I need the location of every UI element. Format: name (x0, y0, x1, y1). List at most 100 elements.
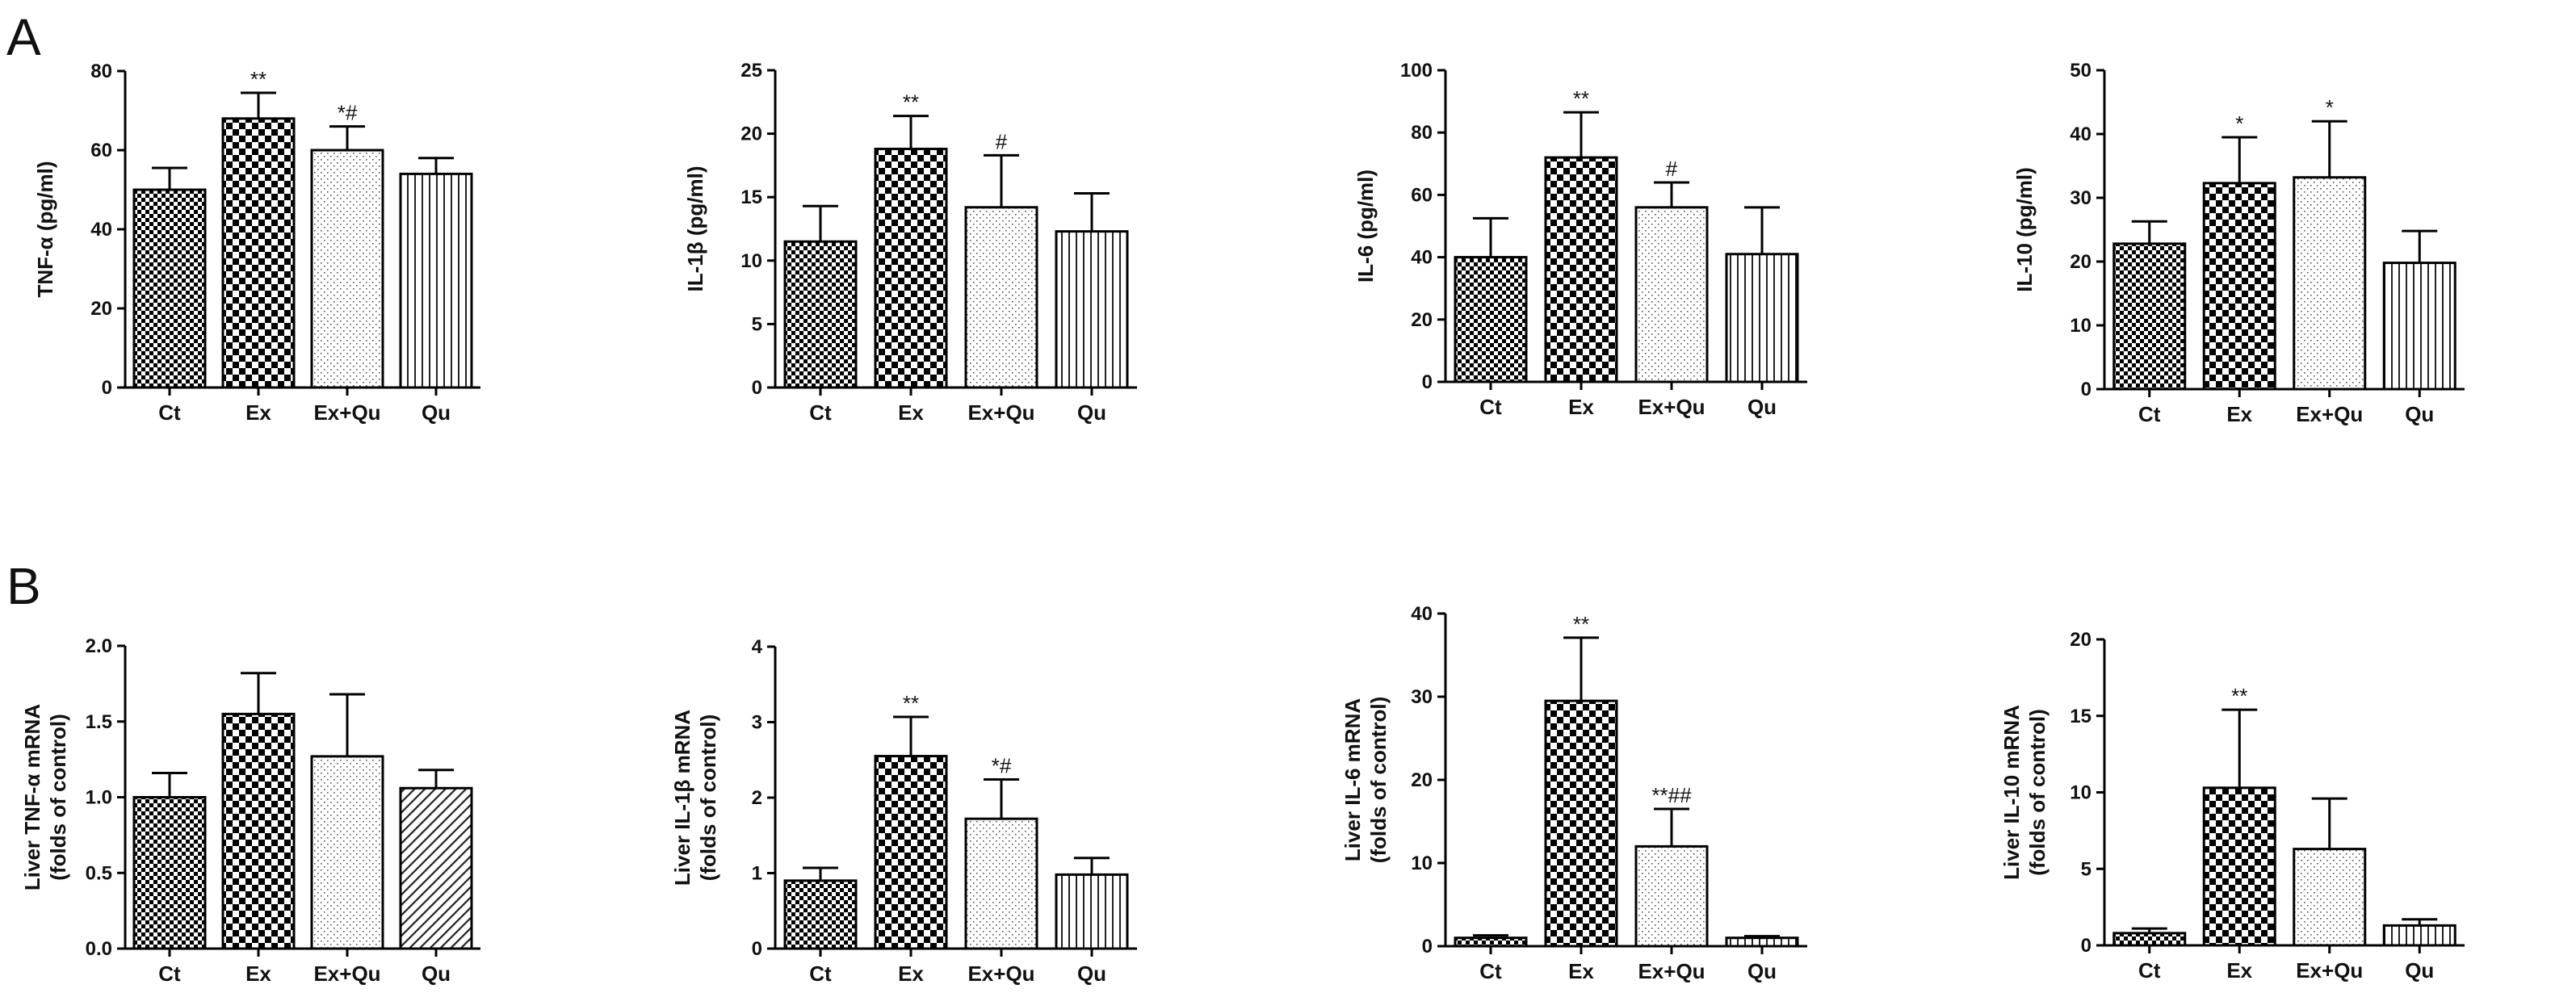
x-tick-label: Ex+Qu (1638, 395, 1705, 419)
y-tick-label: 0 (2081, 379, 2091, 400)
x-tick-label: Ex (898, 962, 924, 986)
y-axis-label: Liver IL-6 mRNA (1340, 698, 1365, 861)
bar-qu (1055, 873, 1129, 950)
x-tick-label: Qu (1077, 962, 1106, 986)
x-tick-label: Qu (422, 400, 451, 425)
bar-ex (2202, 786, 2276, 947)
x-tick-label: Ct (1479, 395, 1502, 419)
x-tick-label: Ex (245, 400, 271, 425)
bar-ex (2202, 182, 2276, 391)
x-tick-label: Ct (809, 962, 832, 986)
x-tick-label: Ex (2226, 958, 2252, 983)
bar-ex (1544, 156, 1618, 383)
y-tick-label: 10 (2070, 315, 2091, 337)
bar-ex (221, 712, 296, 950)
y-tick-label: 0.5 (86, 862, 112, 884)
x-tick-label: Ex+Qu (2296, 958, 2363, 983)
y-tick-label: 10 (1411, 853, 1433, 874)
y-tick-label: 2.0 (86, 635, 112, 657)
y-axis-label: TNF-α (pg/ml) (33, 161, 57, 297)
y-axis-label: IL-6 (pg/ml) (1353, 170, 1378, 283)
significance-label: * (2235, 111, 2243, 136)
y-axis-label: (folds of control) (696, 714, 720, 882)
x-tick-label: Ex+Qu (967, 400, 1034, 425)
y-axis-label: (folds of control) (1366, 697, 1391, 864)
x-tick-label: Qu (1077, 400, 1106, 425)
y-tick-label: 0.0 (86, 938, 112, 960)
chart-1: 0 20 40 60 80 TNF-α (pg/ml) Ct Ex ** Ex+Qu *# Qu (33, 61, 480, 425)
x-tick-label: Ex+Qu (313, 962, 380, 986)
y-tick-label: 15 (740, 186, 762, 208)
x-tick-label: Ex+Qu (2296, 402, 2363, 426)
significance-label: * (2326, 95, 2334, 119)
y-tick-label: 40 (1411, 603, 1433, 625)
y-axis-label: IL-10 (pg/ml) (2012, 167, 2037, 292)
y-tick-label: 0 (1422, 371, 1433, 393)
x-tick-label: Ex (1568, 395, 1594, 419)
x-tick-label: Ct (158, 400, 181, 425)
significance-label: *# (338, 101, 358, 125)
y-tick-label: 0 (2081, 935, 2091, 957)
y-tick-label: 30 (1411, 686, 1433, 708)
x-tick-label: Ex+Qu (967, 962, 1034, 986)
significance-label: ** (1573, 86, 1589, 111)
bar-ct (2112, 242, 2187, 391)
panel-label-a: A (6, 8, 41, 66)
y-tick-label: 3 (752, 712, 762, 734)
x-tick-label: Qu (422, 962, 451, 986)
y-tick-label: 50 (2070, 60, 2091, 82)
bar-ex-qu (964, 817, 1038, 950)
chart-5: 0.0 0.5 1.0 1.5 2.0 Liver TNF-α mRNA (folds of… (20, 635, 480, 986)
x-tick-label: Ct (158, 962, 181, 986)
y-tick-label: 100 (1400, 60, 1433, 82)
significance-label: ** (1573, 612, 1589, 636)
y-tick-label: 20 (740, 124, 762, 145)
y-tick-label: 30 (2070, 187, 2091, 209)
significance-label: ** (903, 90, 919, 115)
y-tick-label: 5 (752, 313, 762, 335)
bar-ex-qu (310, 755, 384, 950)
y-axis-label: Liver TNF-α mRNA (20, 704, 44, 890)
x-tick-label: Qu (2405, 958, 2434, 983)
y-tick-label: 60 (90, 140, 112, 161)
y-tick-label: 20 (90, 298, 112, 320)
x-tick-label: Ex+Qu (1638, 959, 1705, 983)
chart-6: 0 1 2 3 4 Liver IL-1β mRNA (folds of control) C… (670, 636, 1137, 986)
bar-ex (874, 147, 948, 389)
bar-ex (221, 117, 296, 389)
significance-label: ** (250, 67, 266, 91)
x-tick-label: Ex (1568, 959, 1594, 983)
bar-qu (1725, 253, 1799, 383)
bar-ex-qu (964, 206, 1038, 389)
significance-label: **## (1651, 783, 1692, 807)
chart-7: 0 10 20 30 40 Liver IL-6 mRNA (folds of contro… (1340, 603, 1807, 983)
y-tick-label: 0 (1422, 936, 1433, 957)
bar-qu (2382, 924, 2456, 947)
bar-ct (2112, 932, 2187, 947)
bar-qu (1055, 230, 1129, 389)
significance-label: # (996, 129, 1008, 153)
y-tick-label: 0 (102, 377, 112, 399)
bar-ct (783, 879, 858, 950)
x-tick-label: Ct (2138, 958, 2161, 983)
y-tick-label: 40 (2070, 124, 2091, 145)
y-axis-label: (folds of control) (46, 714, 70, 881)
y-tick-label: 80 (1411, 122, 1433, 144)
bar-ex (874, 755, 948, 950)
bar-ex-qu (2293, 176, 2367, 391)
significance-label: *# (992, 754, 1012, 778)
bar-qu (2382, 262, 2456, 391)
y-tick-label: 40 (90, 219, 112, 241)
y-tick-label: 25 (740, 60, 762, 82)
bar-ex-qu (1634, 844, 1709, 948)
bar-ex-qu (1634, 206, 1709, 383)
x-tick-label: Ex (245, 962, 271, 986)
y-tick-label: 1.0 (86, 787, 112, 809)
bar-qu (399, 786, 473, 950)
y-tick-label: 0 (752, 938, 762, 960)
bar-qu (1725, 936, 1799, 948)
x-tick-label: Qu (2405, 402, 2434, 426)
bar-ct (1454, 936, 1528, 948)
x-tick-label: Ex+Qu (313, 400, 380, 425)
bar-ct (1454, 256, 1528, 383)
